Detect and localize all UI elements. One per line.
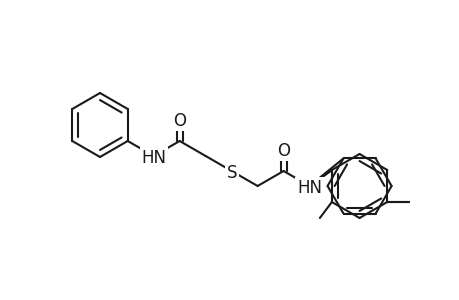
Text: O: O [276, 142, 290, 160]
Text: O: O [173, 112, 186, 130]
Text: HN: HN [141, 149, 166, 167]
Text: S: S [226, 164, 236, 182]
Text: HN: HN [297, 179, 321, 197]
